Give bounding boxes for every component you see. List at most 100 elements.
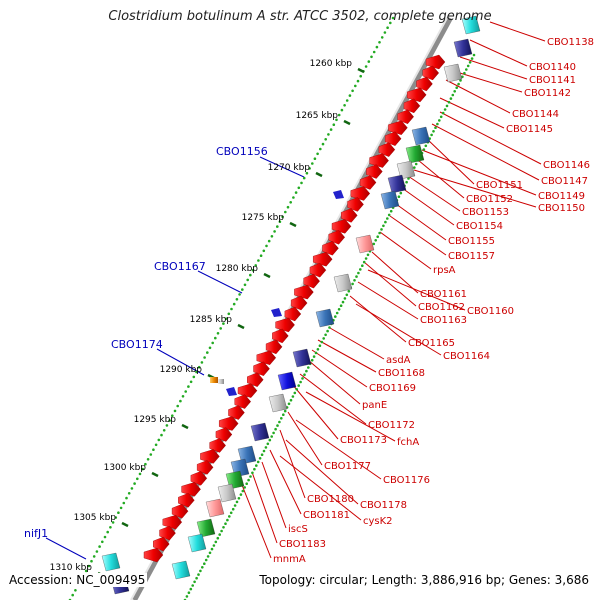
track-dot bbox=[193, 580, 196, 584]
scale-dot bbox=[114, 516, 118, 519]
scale-dot bbox=[278, 220, 282, 223]
gene-arrow bbox=[215, 427, 233, 442]
gene-arrow bbox=[416, 76, 433, 92]
right-leader bbox=[363, 261, 417, 307]
scale-dot bbox=[224, 317, 228, 321]
track-dot bbox=[235, 500, 239, 504]
left-marker bbox=[226, 387, 237, 396]
right-leader bbox=[367, 269, 466, 311]
right-leader bbox=[449, 69, 523, 93]
track-dot bbox=[362, 260, 366, 264]
right-label-cbo1177: CBO1177 bbox=[324, 461, 371, 472]
gene-arrow bbox=[196, 460, 214, 475]
scale-dot bbox=[84, 569, 88, 573]
connector-lines bbox=[45, 21, 546, 560]
gene-arrow bbox=[181, 482, 201, 497]
scale-dot bbox=[332, 123, 336, 126]
scale-dot bbox=[391, 16, 395, 20]
track-dot bbox=[312, 355, 316, 358]
track-dot bbox=[334, 315, 337, 318]
gene-arrow bbox=[309, 262, 327, 278]
scale-tick bbox=[121, 521, 129, 528]
scale-dot bbox=[284, 210, 287, 214]
right-leader bbox=[307, 359, 361, 405]
track-dot bbox=[326, 329, 329, 333]
right-label-cbo1162: CBO1162 bbox=[418, 302, 465, 313]
track-dot bbox=[262, 449, 266, 453]
scale-dot bbox=[262, 249, 266, 253]
track-dot bbox=[439, 115, 443, 119]
right-label-cbo1152: CBO1152 bbox=[466, 194, 513, 205]
scale-dot bbox=[160, 433, 163, 437]
right-leader bbox=[311, 349, 368, 388]
right-label-asda: asdA bbox=[386, 355, 411, 366]
scale-dot bbox=[348, 94, 352, 97]
right-label-cbo1172: CBO1172 bbox=[368, 420, 415, 431]
scale-dot bbox=[181, 395, 185, 398]
scale-dot bbox=[122, 501, 126, 505]
scale-dot bbox=[165, 424, 169, 427]
track-dot bbox=[216, 536, 220, 540]
scale-dot bbox=[302, 176, 306, 180]
scale-dot bbox=[235, 298, 239, 301]
gene-arrow bbox=[384, 131, 402, 146]
scale-dot bbox=[367, 60, 371, 63]
right-leader bbox=[329, 327, 385, 360]
scale-dot bbox=[74, 589, 77, 592]
gene-arrow bbox=[178, 492, 195, 508]
track-dot bbox=[195, 576, 198, 580]
right-leader bbox=[295, 419, 382, 480]
scale-dot bbox=[222, 322, 225, 325]
gene-arrow bbox=[171, 503, 189, 519]
scale-label-1270-kbp: 1270 kbp bbox=[268, 163, 311, 173]
scale-dot bbox=[144, 462, 147, 466]
scale-label-1260-kbp: 1260 kbp bbox=[310, 59, 353, 69]
scale-dot bbox=[197, 365, 201, 369]
right-leader bbox=[417, 159, 465, 199]
right-leader bbox=[287, 411, 323, 466]
right-label-cbo1183: CBO1183 bbox=[279, 539, 326, 550]
right-label-cbo1155: CBO1155 bbox=[448, 236, 495, 247]
right-leader bbox=[299, 373, 367, 425]
track-dot bbox=[434, 126, 437, 129]
feature-block bbox=[277, 371, 297, 391]
track-dot bbox=[386, 217, 389, 220]
track-dot bbox=[443, 108, 447, 111]
track-dot bbox=[316, 348, 320, 351]
scale-dot bbox=[324, 138, 328, 141]
gene-arrow bbox=[407, 87, 427, 103]
scale-dot bbox=[154, 443, 158, 447]
track-dot bbox=[293, 391, 297, 395]
scale-dot bbox=[179, 399, 182, 403]
scale-dot bbox=[146, 458, 150, 461]
scale-dot bbox=[152, 448, 155, 452]
gene-arrow bbox=[366, 164, 383, 179]
track-dot bbox=[218, 533, 221, 536]
track-dot bbox=[191, 584, 194, 587]
labels: 1260 kbp 1265 kbp 1270 kbp 1275 kbp 1280 kbp… bbox=[24, 37, 594, 573]
right-label-cbo1165: CBO1165 bbox=[408, 338, 455, 349]
scale-dot bbox=[372, 50, 376, 54]
left-leader bbox=[197, 270, 243, 294]
track-dot bbox=[374, 239, 378, 242]
track-dot bbox=[241, 489, 245, 493]
map-title: Clostridium botulinum A str. ATCC 3502, … bbox=[108, 9, 492, 24]
scale-dot bbox=[383, 31, 387, 34]
scale-dot bbox=[203, 356, 206, 359]
right-leader bbox=[349, 295, 407, 343]
scale-dot bbox=[87, 564, 91, 568]
gene-arrow bbox=[153, 536, 170, 552]
scale-dot bbox=[378, 41, 381, 44]
track-dot bbox=[206, 555, 210, 558]
feature-block bbox=[292, 348, 312, 368]
right-label-cbo1146: CBO1146 bbox=[543, 160, 590, 171]
track-dot bbox=[256, 460, 260, 464]
scale-dot bbox=[359, 74, 363, 78]
gene-arrow bbox=[143, 547, 164, 563]
track-dot bbox=[214, 540, 218, 544]
scale-dot bbox=[195, 370, 198, 374]
track-dot bbox=[441, 111, 445, 115]
right-label-cbo1140: CBO1140 bbox=[529, 62, 576, 73]
gene-arrow bbox=[200, 449, 220, 464]
feature-block bbox=[217, 483, 237, 503]
